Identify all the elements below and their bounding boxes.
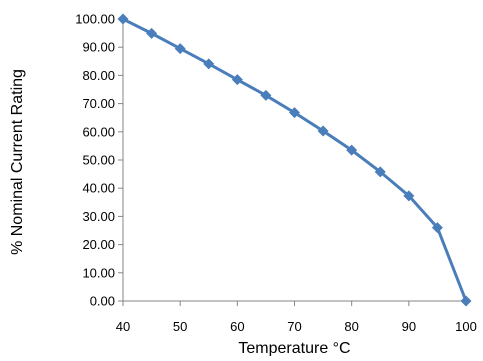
data-point-marker	[374, 166, 386, 178]
y-tick-label: 100.00	[75, 12, 115, 27]
data-point-marker	[431, 222, 443, 234]
y-tick-label: 20.00	[82, 237, 115, 252]
data-point-marker	[289, 107, 300, 119]
y-axis-label: % Nominal Current Rating	[9, 69, 26, 255]
series-line	[122, 17, 468, 302]
data-point-marker	[203, 58, 215, 70]
y-tick-label: 90.00	[82, 40, 115, 55]
x-tick-label: 90	[402, 319, 416, 334]
x-tick-label: 70	[287, 319, 301, 334]
y-tick-label: 0.00	[90, 294, 115, 309]
x-axis-label: Temperature °C	[238, 340, 350, 356]
data-point-marker	[117, 13, 129, 25]
y-axis-ticks: 0.00 10.00 20.00 30.00 40.00 50.00 60.00 70.00 8…	[75, 12, 123, 309]
data-point-marker	[260, 89, 272, 101]
data-point-marker	[174, 43, 186, 55]
data-point-marker	[346, 144, 358, 156]
data-point-marker	[146, 27, 158, 39]
x-tick-label: 50	[173, 319, 187, 334]
data-point-marker	[317, 125, 329, 137]
x-tick-label: 40	[116, 319, 130, 334]
data-point-marker	[231, 74, 243, 86]
data-point-marker	[403, 190, 415, 202]
y-tick-label: 10.00	[82, 265, 115, 280]
x-tick-label: 100	[455, 319, 477, 334]
y-tick-label: 50.00	[82, 153, 115, 168]
y-tick-label: 60.00	[82, 124, 115, 139]
axes	[122, 19, 466, 302]
y-tick-label: 70.00	[82, 96, 115, 111]
series	[117, 13, 472, 307]
y-tick-label: 30.00	[82, 209, 115, 224]
y-tick-label: 80.00	[82, 68, 115, 83]
x-axis-ticks: 40 50 60 70 80 90 100	[116, 301, 477, 334]
x-tick-label: 80	[344, 319, 358, 334]
x-tick-label: 60	[230, 319, 244, 334]
data-point-marker	[460, 295, 472, 307]
y-tick-label: 40.00	[82, 181, 115, 196]
